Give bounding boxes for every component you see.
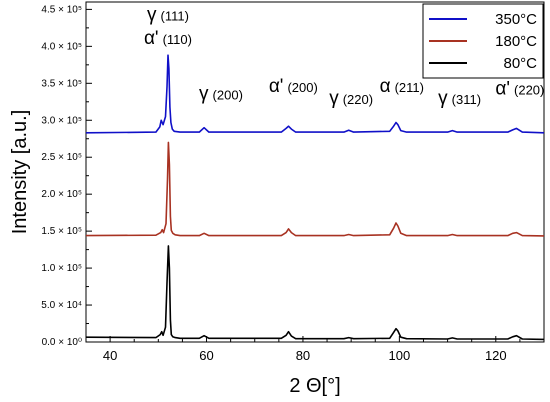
x-tick-label: 60 xyxy=(199,348,213,363)
legend-label: 80°C xyxy=(503,55,537,72)
y-tick-label: 3.0 × 10⁵ xyxy=(41,115,82,126)
x-tick-label: 100 xyxy=(389,348,411,363)
series-line-1 xyxy=(85,54,545,134)
y-tick-label: 4.5 × 10⁵ xyxy=(41,4,82,15)
x-axis-title: 2 Θ[°] xyxy=(289,375,340,397)
y-tick-label: 5.0 × 10⁴ xyxy=(41,300,82,311)
y-tick-label: 0.0 × 10⁰ xyxy=(42,337,82,348)
peak-label: γ (200) xyxy=(199,84,243,105)
peak-label: α' (200) xyxy=(269,76,318,97)
y-tick-label: 1.5 × 10⁵ xyxy=(41,226,82,237)
peak-annotations: γ (111) α' (110) γ (200) α' (200) γ (220) α (211) γ(… xyxy=(144,4,544,109)
y-axis-title: Intensity [a.u.] xyxy=(9,110,31,235)
legend: 350°C 180°C 80°C xyxy=(422,3,544,79)
series-line-2 xyxy=(85,141,545,237)
peak-label: α (211) xyxy=(380,76,424,97)
y-tick-label: 4.0 × 10⁵ xyxy=(41,41,82,52)
legend-label: 350°C xyxy=(495,11,537,28)
peak-label: γ (311) xyxy=(438,88,481,109)
x-tick-label: 40 xyxy=(103,348,117,363)
peak-label: γ (220) xyxy=(329,88,373,109)
series-line-3 xyxy=(85,245,545,341)
peak-label: α' (220) xyxy=(495,78,544,99)
y-axis: 0.0 × 10⁰ 5.0 × 10⁴ 1.0 × 10⁵ 1.5 × 10⁵ 2.0 … xyxy=(41,4,92,348)
y-tick-label: 1.0 × 10⁵ xyxy=(41,263,82,274)
y-tick-label: 2.0 × 10⁵ xyxy=(41,189,82,200)
peak-label: γ (111) xyxy=(147,4,189,25)
y-tick-label: 3.5 × 10⁵ xyxy=(41,78,82,89)
x-tick-label: 120 xyxy=(485,348,507,363)
y-tick-label: 2.5 × 10⁵ xyxy=(41,152,82,163)
peak-label: α' (110) xyxy=(144,28,192,49)
x-axis: 40 60 80 100 120 xyxy=(85,336,545,363)
x-tick-label: 80 xyxy=(296,348,310,363)
legend-label: 180°C xyxy=(495,33,537,50)
series-layer xyxy=(85,54,545,341)
